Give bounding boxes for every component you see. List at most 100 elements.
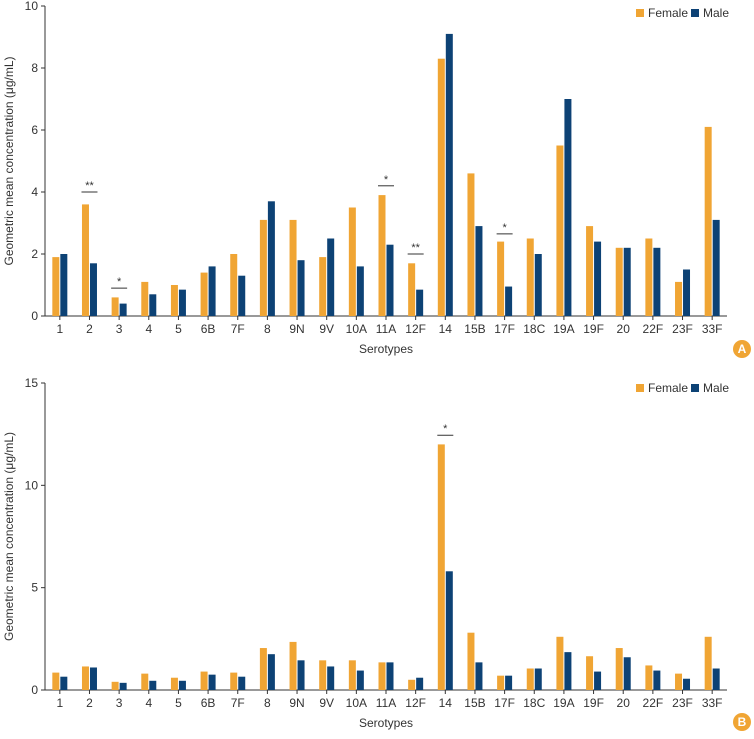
panel-b-bar-male: [89, 667, 97, 690]
panel-b-x-tick-label: 33F: [702, 696, 723, 710]
panel-a-x-tick-label: 9V: [319, 322, 334, 336]
panel-a-bar-male: [416, 289, 424, 316]
panel-b-x-tick-label: 8: [264, 696, 271, 710]
panel-a-bar-female: [497, 241, 505, 316]
panel-b-bar-male: [445, 571, 453, 690]
panel-a-bar-male: [683, 269, 691, 316]
panel-b-bar-female: [289, 641, 297, 690]
panel-b-bar-male: [564, 652, 572, 690]
panel-b-x-tick-label: 17F: [494, 696, 515, 710]
panel-a-x-tick-label: 7F: [231, 322, 245, 336]
panel-b-bar-male: [712, 668, 720, 690]
panel-b-x-tick-label: 9V: [319, 696, 334, 710]
panel-a-significance-mark: **: [85, 180, 94, 192]
panel-a-bar-male: [89, 263, 97, 316]
panel-a-x-tick-label: 4: [145, 322, 152, 336]
panel-a-bar-male: [327, 238, 335, 316]
panel-a-bar-female: [615, 247, 623, 316]
panel-b-bar-male: [386, 662, 394, 690]
panel-a-bar-male: [534, 254, 542, 316]
panel-a-bar-female: [556, 145, 564, 316]
panel-b-x-tick-label: 12F: [405, 696, 426, 710]
panel-b-bar-male: [327, 666, 335, 690]
panel-b-bar-female: [556, 636, 564, 690]
panel-a-bar-female: [586, 226, 594, 316]
panel-a-bar-male: [564, 99, 572, 316]
panel-b-x-tick-label: 20: [617, 696, 631, 710]
panel-a-bar-male: [386, 244, 394, 316]
panel-a-bar-female: [408, 263, 416, 316]
panel-a-y-tick-label: 10: [25, 0, 39, 13]
panel-b-bar-male: [475, 662, 483, 690]
panel-b-bar-female: [81, 666, 89, 690]
panel-b-x-tick-label: 22F: [643, 696, 664, 710]
panel-a-x-tick-label: 6B: [201, 322, 216, 336]
panel-b-y-axis-label: Geometric mean concentration (μg/mL): [2, 432, 16, 641]
panel-b-legend-swatch-male: [691, 384, 699, 392]
panel-b-bar-male: [623, 657, 631, 690]
panel-b-bar-female: [170, 677, 178, 690]
panel-b-x-tick-label: 9N: [289, 696, 304, 710]
panel-b-bar-female: [230, 672, 238, 690]
panel-b-bar-female: [704, 636, 712, 690]
panel-b-bar-male: [149, 680, 157, 690]
panel-b-x-tick-label: 10A: [346, 696, 367, 710]
panel-a-legend-swatch-female: [636, 9, 644, 17]
panel-b-bar-female: [586, 656, 594, 690]
panel-a-bar-male: [208, 266, 216, 316]
panel-a-x-tick-label: 3: [116, 322, 123, 336]
panel-a-x-tick-label: 23F: [672, 322, 693, 336]
panel-a-x-tick-label: 11A: [376, 322, 396, 336]
panel-a-x-tick-label: 1: [56, 322, 63, 336]
panel-a-bar-female: [289, 219, 297, 316]
panel-a-bar-female: [259, 219, 267, 316]
panel-a-bar-female: [170, 285, 178, 316]
panel-b-bar-female: [675, 673, 683, 690]
panel-b-x-tick-label: 1: [56, 696, 63, 710]
panel-a-bar-female: [645, 238, 653, 316]
panel-a-bar-male: [238, 275, 246, 316]
panel-a-bar-male: [178, 289, 186, 316]
panel-b-bar-female: [378, 662, 386, 690]
panel-a-badge: [733, 340, 751, 358]
panel-a-y-tick-label: 2: [31, 247, 38, 261]
panel-a-x-tick-label: 33F: [702, 322, 723, 336]
panel-a-bar-male: [267, 201, 275, 316]
panel-b-bar-female: [111, 681, 119, 690]
panel-a-x-tick-label: 10A: [346, 322, 367, 336]
panel-b-x-tick-label: 18C: [523, 696, 545, 710]
panel-b-bar-male: [208, 674, 216, 690]
panel-b-y-tick-label: 5: [31, 581, 38, 595]
panel-b-legend-label-male: Male: [703, 381, 729, 395]
panel-b-bar-female: [319, 660, 327, 690]
panel-a-legend-swatch-male: [691, 9, 699, 17]
panel-a-x-tick-label: 15B: [464, 322, 485, 336]
panel-b-bar-male: [505, 675, 513, 690]
panel-a-bar-male: [475, 226, 483, 316]
panel-b-bar-female: [408, 679, 416, 690]
panel-b-bar-male: [653, 670, 661, 690]
panel-a-bar-female: [81, 204, 89, 316]
panel-a-bar-male: [356, 266, 364, 316]
panel-a-significance-mark: *: [384, 174, 389, 186]
panel-b-x-tick-label: 15B: [464, 696, 485, 710]
panel-a-x-tick-label: 19F: [583, 322, 604, 336]
panel-b-x-tick-label: 6B: [201, 696, 216, 710]
panel-a-bar-male: [623, 247, 631, 316]
panel-a-x-tick-label: 8: [264, 322, 271, 336]
panel-a-legend-label-female: Female: [648, 6, 688, 20]
panel-a-x-tick-label: 22F: [643, 322, 664, 336]
panel-a-significance-mark: *: [502, 222, 507, 234]
panel-a-bar-female: [526, 238, 534, 316]
panel-b-bar-male: [594, 671, 602, 690]
panel-b-bar-male: [267, 654, 275, 690]
panel-b-bar-male: [297, 660, 305, 690]
panel-b-x-tick-label: 23F: [672, 696, 693, 710]
panel-a-x-tick-label: 18C: [523, 322, 545, 336]
panel-b-x-tick-label: 7F: [231, 696, 245, 710]
panel-a-bar-male: [445, 33, 453, 317]
panel-b-x-axis-label: Serotypes: [359, 716, 413, 730]
panel-b-bar-male: [416, 677, 424, 690]
panel-a-x-tick-label: 20: [617, 322, 631, 336]
